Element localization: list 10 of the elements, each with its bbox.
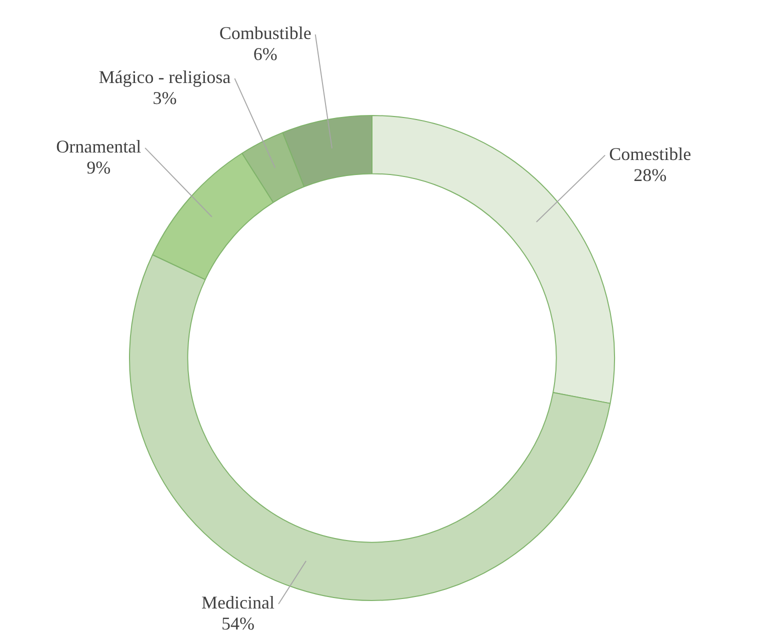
slice-label: Medicinal	[202, 592, 275, 613]
data-label: 3%	[152, 88, 177, 108]
slice-label: Ornamental	[56, 136, 142, 157]
data-label: 28%	[634, 164, 667, 185]
slice-label: Mágico - religiosa	[98, 67, 231, 88]
slice-label: Comestible	[609, 144, 692, 164]
slice-label: Combustible	[219, 23, 312, 44]
data-label: 9%	[86, 158, 111, 178]
data-label: 54%	[222, 614, 255, 634]
data-label: 6%	[253, 44, 278, 64]
